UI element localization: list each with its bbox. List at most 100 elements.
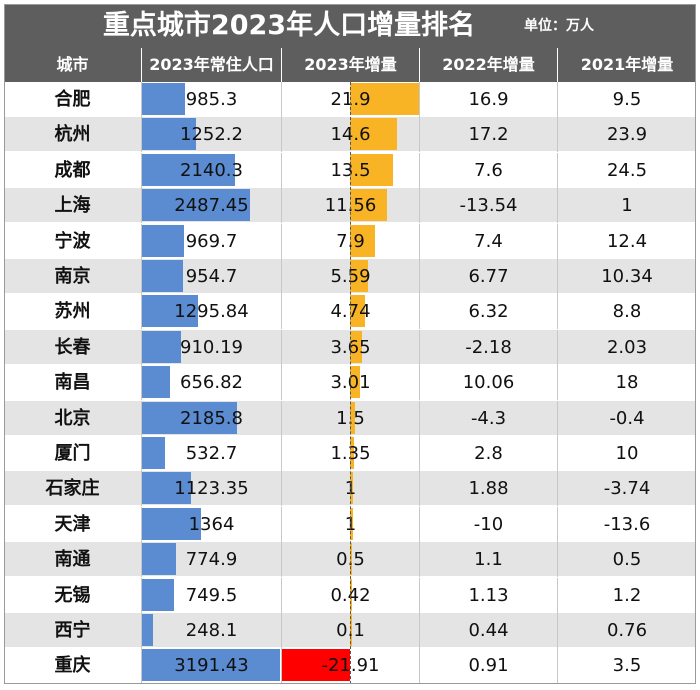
chart-title: 重点城市2023年人口增量排名	[102, 10, 476, 41]
population-bar	[142, 472, 191, 505]
increase-2023-value: 0.1	[282, 613, 420, 648]
increase-2021-value: 23.9	[606, 124, 648, 146]
increase-2021-value: 1	[621, 195, 633, 217]
increase-2021-value: 0.76	[606, 620, 648, 641]
city-label: 上海	[4, 188, 142, 224]
increase-2022-value: -13.54	[420, 188, 558, 224]
population-bar	[142, 189, 250, 222]
increase-2022-value: 1.1	[420, 542, 558, 578]
unit-label: 单位：万人	[524, 18, 594, 34]
increase-2021-value: 12.4	[606, 230, 648, 252]
population-value: 1252.2	[142, 117, 282, 153]
population-value: 910.19	[142, 329, 282, 365]
population-bar	[142, 614, 153, 646]
header-inc2022: 2022年增量	[420, 48, 558, 82]
increase-bar-positive	[350, 260, 368, 292]
increase-bar-positive	[350, 507, 354, 540]
increase-bar-positive	[350, 472, 354, 505]
increase-2022-value: 17.2	[420, 117, 558, 153]
header-inc2021: 2021年增量	[580, 55, 674, 74]
population-value: 969.7	[142, 223, 282, 259]
increase-2022-value: 1.13	[420, 577, 558, 613]
increase-2023-value: 0.5	[282, 542, 420, 578]
increase-bar-positive	[350, 118, 397, 151]
increase-2022-value: -4.3	[420, 400, 558, 436]
increase-bar-positive	[350, 543, 352, 576]
increase-2021-value: -0.4	[609, 407, 645, 429]
population-value: 2140.3	[142, 152, 282, 188]
population-value: 3191.43	[142, 648, 282, 684]
population-bar	[142, 507, 201, 540]
increase-2021-value: 10	[615, 443, 639, 464]
city-label: 北京	[4, 400, 142, 436]
increase-2022-value: 7.6	[420, 152, 558, 188]
increase-2022-value: 6.32	[420, 294, 558, 330]
population-bar	[142, 118, 197, 151]
increase-bar-positive	[350, 295, 366, 328]
increase-2021-value: 24.5	[606, 159, 648, 181]
increase-2023-value: 1.5	[282, 400, 420, 436]
population-value: 774.9	[142, 542, 282, 578]
increase-2021-value: 9.5	[612, 89, 642, 110]
header-pop2023: 2023年常住人口	[142, 48, 282, 82]
increase-bar-positive	[350, 366, 360, 399]
increase-2023-value: 11.56	[282, 188, 420, 224]
population-value: 2185.8	[142, 400, 282, 436]
increase-2023-value: -21.91	[282, 648, 420, 684]
increase-2023-value: 4.74	[282, 294, 420, 330]
population-bar	[142, 649, 280, 682]
increase-bar-positive	[350, 614, 352, 646]
population-bar	[142, 330, 182, 363]
increase-bar-positive	[350, 437, 355, 469]
increase-2021-value: 2.03	[606, 336, 648, 358]
population-bar	[142, 224, 184, 257]
increase-2023-value: 7.9	[282, 223, 420, 259]
population-bar	[142, 153, 235, 186]
increase-2022-value: 2.8	[420, 436, 558, 471]
city-label: 合肥	[4, 82, 142, 117]
increase-2021-value: 18	[615, 372, 639, 394]
increase-bar-positive	[350, 83, 420, 115]
population-value: 985.3	[142, 82, 282, 117]
increase-2021-value: 3.5	[612, 655, 642, 677]
city-label: 南昌	[4, 365, 142, 401]
increase-2023-value: 1	[282, 471, 420, 507]
increase-2021-value: -3.74	[603, 478, 651, 500]
increase-bar-positive	[350, 189, 387, 222]
city-label: 南通	[4, 542, 142, 578]
city-label: 重庆	[4, 648, 142, 684]
population-bar	[142, 83, 185, 115]
header-city: 城市	[4, 48, 142, 82]
population-value: 532.7	[142, 436, 282, 471]
population-bar	[142, 543, 176, 576]
city-label: 杭州	[4, 117, 142, 153]
increase-2023-value: 1	[282, 506, 420, 542]
population-value: 1364	[142, 506, 282, 542]
increase-2021-value: 10.34	[601, 266, 653, 287]
increase-2022-value: -10	[420, 506, 558, 542]
header-inc2023: 2023年增量	[282, 48, 420, 82]
population-bar	[142, 366, 171, 399]
city-label: 天津	[4, 506, 142, 542]
population-bar	[142, 578, 175, 611]
increase-2023-value: 0.42	[282, 577, 420, 613]
population-value: 1295.84	[142, 294, 282, 330]
city-label: 南京	[4, 259, 142, 294]
increase-2023-value: 1.35	[282, 436, 420, 471]
increase-2021-value: 0.5	[612, 549, 642, 571]
population-value: 2487.45	[142, 188, 282, 224]
increase-2022-value: -2.18	[420, 329, 558, 365]
increase-2023-value: 14.6	[282, 117, 420, 153]
increase-2022-value: 1.88	[420, 471, 558, 507]
increase-2022-value: 0.91	[420, 648, 558, 684]
population-value: 954.7	[142, 259, 282, 294]
increase-bar-positive	[350, 578, 352, 611]
increase-2022-value: 6.77	[420, 259, 558, 294]
increase-2021-value: 1.2	[612, 584, 642, 606]
increase-2022-value: 7.4	[420, 223, 558, 259]
increase-2021-value: -13.6	[603, 513, 651, 535]
zero-axis-line	[350, 82, 351, 684]
increase-2023-value: 21.9	[282, 82, 420, 117]
population-bar	[142, 260, 184, 292]
